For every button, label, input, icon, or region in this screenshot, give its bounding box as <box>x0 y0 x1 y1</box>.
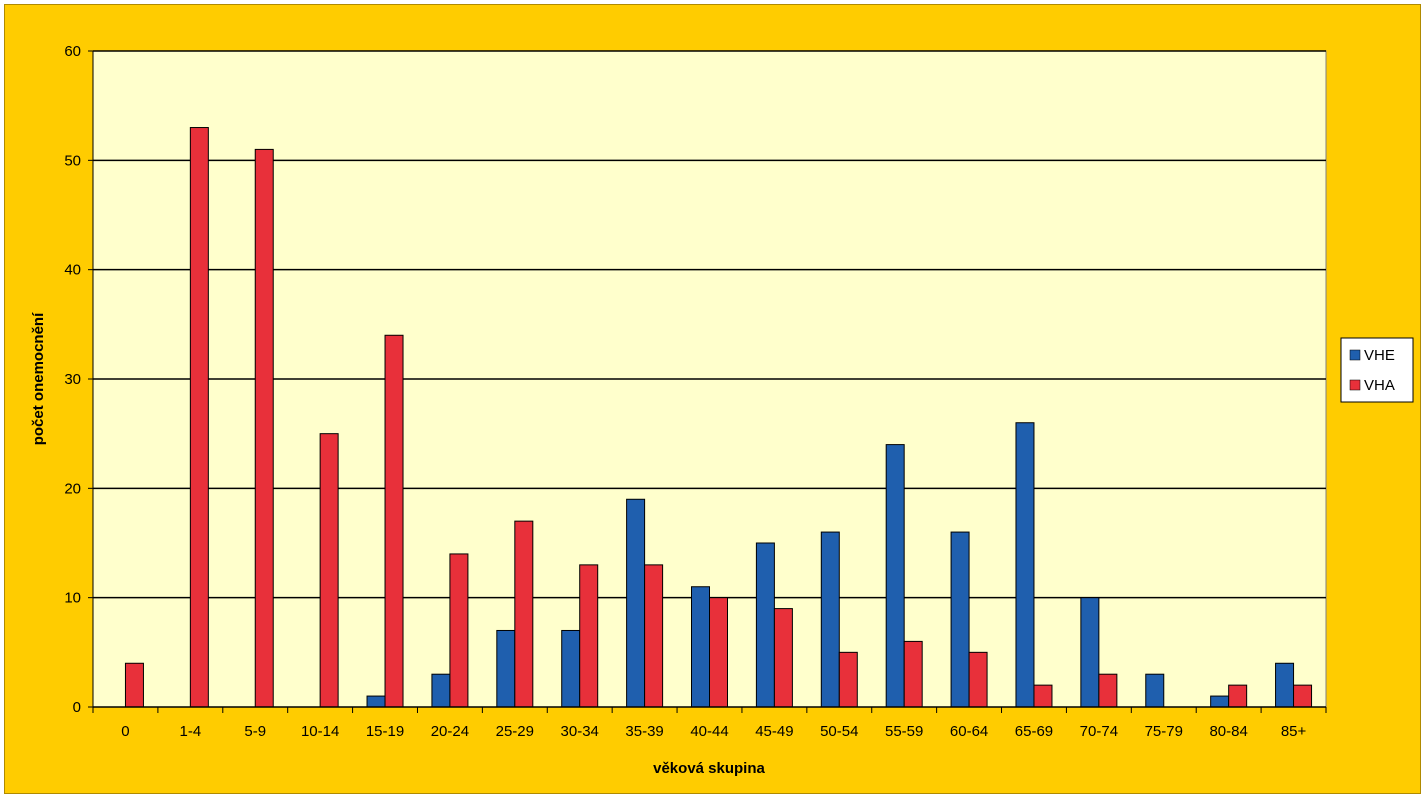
bar-vha <box>189 127 209 708</box>
legend-box <box>1340 337 1414 403</box>
y-tick-label: 40 <box>64 262 81 279</box>
y-tick-label: 10 <box>64 590 81 607</box>
axes <box>88 50 1327 713</box>
y-tick-label: 60 <box>64 43 81 60</box>
bar-vhe <box>950 531 970 708</box>
y-tick-label: 50 <box>64 152 81 169</box>
legend-swatch-vha <box>1349 379 1361 391</box>
x-tick-label: 45-49 <box>755 723 793 740</box>
bar-vha <box>968 651 988 708</box>
bar-vha <box>449 553 469 708</box>
legend: VHE VHA <box>1340 337 1414 403</box>
gridlines <box>93 50 1326 599</box>
bar-vha <box>1033 684 1053 708</box>
x-axis-title: věková skupina <box>653 760 765 777</box>
bar-vha <box>1293 684 1313 708</box>
x-tick-label: 40-44 <box>690 723 728 740</box>
bar-vha <box>254 148 274 708</box>
chart-frame: 0 10 20 30 40 50 60 0 1-4 5-9 10-14 15-19 20-24 25-2… <box>4 4 1421 794</box>
bar-vhe <box>691 586 710 708</box>
bar-vhe <box>626 498 646 708</box>
x-tick-label: 20-24 <box>431 723 469 740</box>
legend-label-vha: VHA <box>1364 377 1395 394</box>
y-tick-label: 30 <box>64 371 81 388</box>
bar-vha <box>644 564 664 708</box>
bar-vhe <box>1015 422 1035 708</box>
x-tick-label: 60-64 <box>950 723 988 740</box>
x-tick-label: 10-14 <box>301 723 339 740</box>
bar-vha <box>903 640 923 708</box>
x-tick-label: 1-4 <box>179 723 201 740</box>
x-tick-label: 80-84 <box>1209 723 1247 740</box>
y-tick-labels: 0 10 20 30 40 50 60 <box>64 43 81 716</box>
y-tick-label: 0 <box>73 699 81 716</box>
x-tick-label: 30-34 <box>561 723 599 740</box>
bar-vhe <box>431 673 451 708</box>
bar-vhe <box>1145 673 1165 708</box>
x-tick-label: 35-39 <box>625 723 663 740</box>
x-tick-label: 75-79 <box>1145 723 1183 740</box>
x-tick-label: 85+ <box>1281 723 1307 740</box>
x-tick-label: 5-9 <box>244 723 266 740</box>
bar-vha <box>579 564 599 708</box>
y-axis-title: počet onemocnění <box>30 312 47 445</box>
y-tick-label: 20 <box>64 480 81 497</box>
x-tick-label: 70-74 <box>1080 723 1118 740</box>
bar-vha <box>838 651 858 708</box>
bar-vha <box>709 597 728 708</box>
bar-vhe <box>755 542 775 708</box>
legend-label-vhe: VHE <box>1364 347 1395 364</box>
bar-vha <box>319 433 339 708</box>
bar-vha <box>124 662 144 708</box>
bar-chart: 0 10 20 30 40 50 60 0 1-4 5-9 10-14 15-19 20-24 25-2… <box>30 43 1414 777</box>
x-tick-label: 25-29 <box>496 723 534 740</box>
x-tick-label: 65-69 <box>1015 723 1053 740</box>
bars <box>124 127 1313 708</box>
x-tick-label: 55-59 <box>885 723 923 740</box>
bar-vhe <box>1210 695 1230 708</box>
bar-vhe <box>1080 597 1100 708</box>
bar-vhe <box>561 629 581 708</box>
x-tick-label: 0 <box>121 723 129 740</box>
bar-vha <box>384 334 404 708</box>
bar-vhe <box>366 695 386 708</box>
bar-vha <box>1098 673 1118 708</box>
bar-vha <box>514 520 534 708</box>
bar-vhe <box>496 629 516 708</box>
bar-vhe <box>820 531 840 708</box>
x-tick-label: 50-54 <box>820 723 858 740</box>
legend-swatch-vhe <box>1349 349 1361 361</box>
x-tick-labels: 0 1-4 5-9 10-14 15-19 20-24 25-29 30-34 35-39 40-… <box>121 723 1306 740</box>
bar-vhe <box>885 444 905 708</box>
bar-vha <box>773 608 793 708</box>
x-tick-label: 15-19 <box>366 723 404 740</box>
bar-vha <box>1228 684 1248 708</box>
bar-vhe <box>1275 662 1295 708</box>
